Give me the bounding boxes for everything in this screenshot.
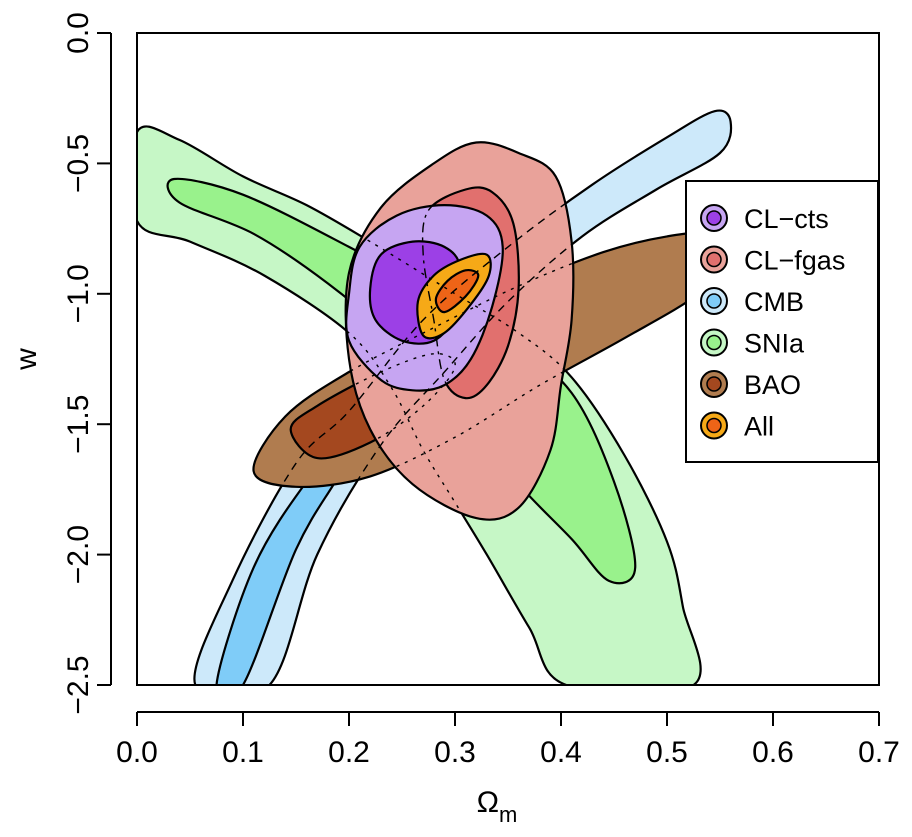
y-tick-label: −0.5: [62, 134, 95, 193]
x-tick-label: 0.4: [540, 736, 582, 769]
x-tick-label: 0.7: [858, 736, 900, 769]
legend-label: CL−fgas: [744, 246, 845, 276]
x-tick-label: 0.2: [328, 736, 370, 769]
y-tick-label: −1.0: [62, 264, 95, 323]
x-axis-title-main: Ω: [477, 786, 499, 819]
x-tick-label: 0.3: [434, 736, 476, 769]
y-axis-title: w: [10, 348, 43, 371]
legend-label: SNIa: [744, 329, 805, 359]
snia-outer-overlay-line: [137, 125, 702, 685]
legend-swatch-inner: [706, 417, 722, 434]
y-tick-label: −1.5: [62, 395, 95, 454]
x-axis-title: Ωm: [477, 786, 518, 827]
y-tick-label: 0.0: [62, 12, 95, 54]
x-axis: 0.0 0.1 0.2 0.3 0.4 0.5 0.6 0.7: [116, 711, 900, 769]
y-tick-label: −2.0: [62, 525, 95, 584]
legend-swatch-inner: [706, 334, 722, 351]
legend-swatch-inner: [706, 251, 722, 268]
x-tick-label: 0.1: [222, 736, 264, 769]
dashed-overlay: [137, 109, 732, 685]
bao-inner-overlay-line: [289, 353, 456, 460]
cmb-outer-overlay-line: [193, 109, 732, 685]
y-tick-label: −2.5: [62, 655, 95, 714]
legend-swatch-inner: [706, 376, 722, 392]
legend-swatch-inner: [706, 210, 722, 226]
y-axis: 0.0 −0.5 −1.0 −1.5 −2.0 −2.5: [62, 12, 112, 715]
all-inner-contour: [434, 269, 480, 314]
legend-label: BAO: [744, 370, 801, 400]
legend: CL−cts CL−fgas CMB SNIa BAO All: [685, 180, 879, 463]
x-tick-label: 0.0: [116, 736, 158, 769]
legend-label: CL−cts: [744, 204, 829, 234]
legend-label: All: [744, 412, 774, 442]
contour-layer: [137, 109, 733, 685]
legend-swatch-inner: [706, 293, 722, 309]
legend-label: CMB: [744, 287, 804, 317]
x-axis-title-subscript: m: [499, 802, 517, 827]
x-tick-label: 0.5: [646, 736, 688, 769]
cl-fgas-inner-overlay-line: [421, 186, 520, 399]
x-tick-label: 0.6: [752, 736, 794, 769]
